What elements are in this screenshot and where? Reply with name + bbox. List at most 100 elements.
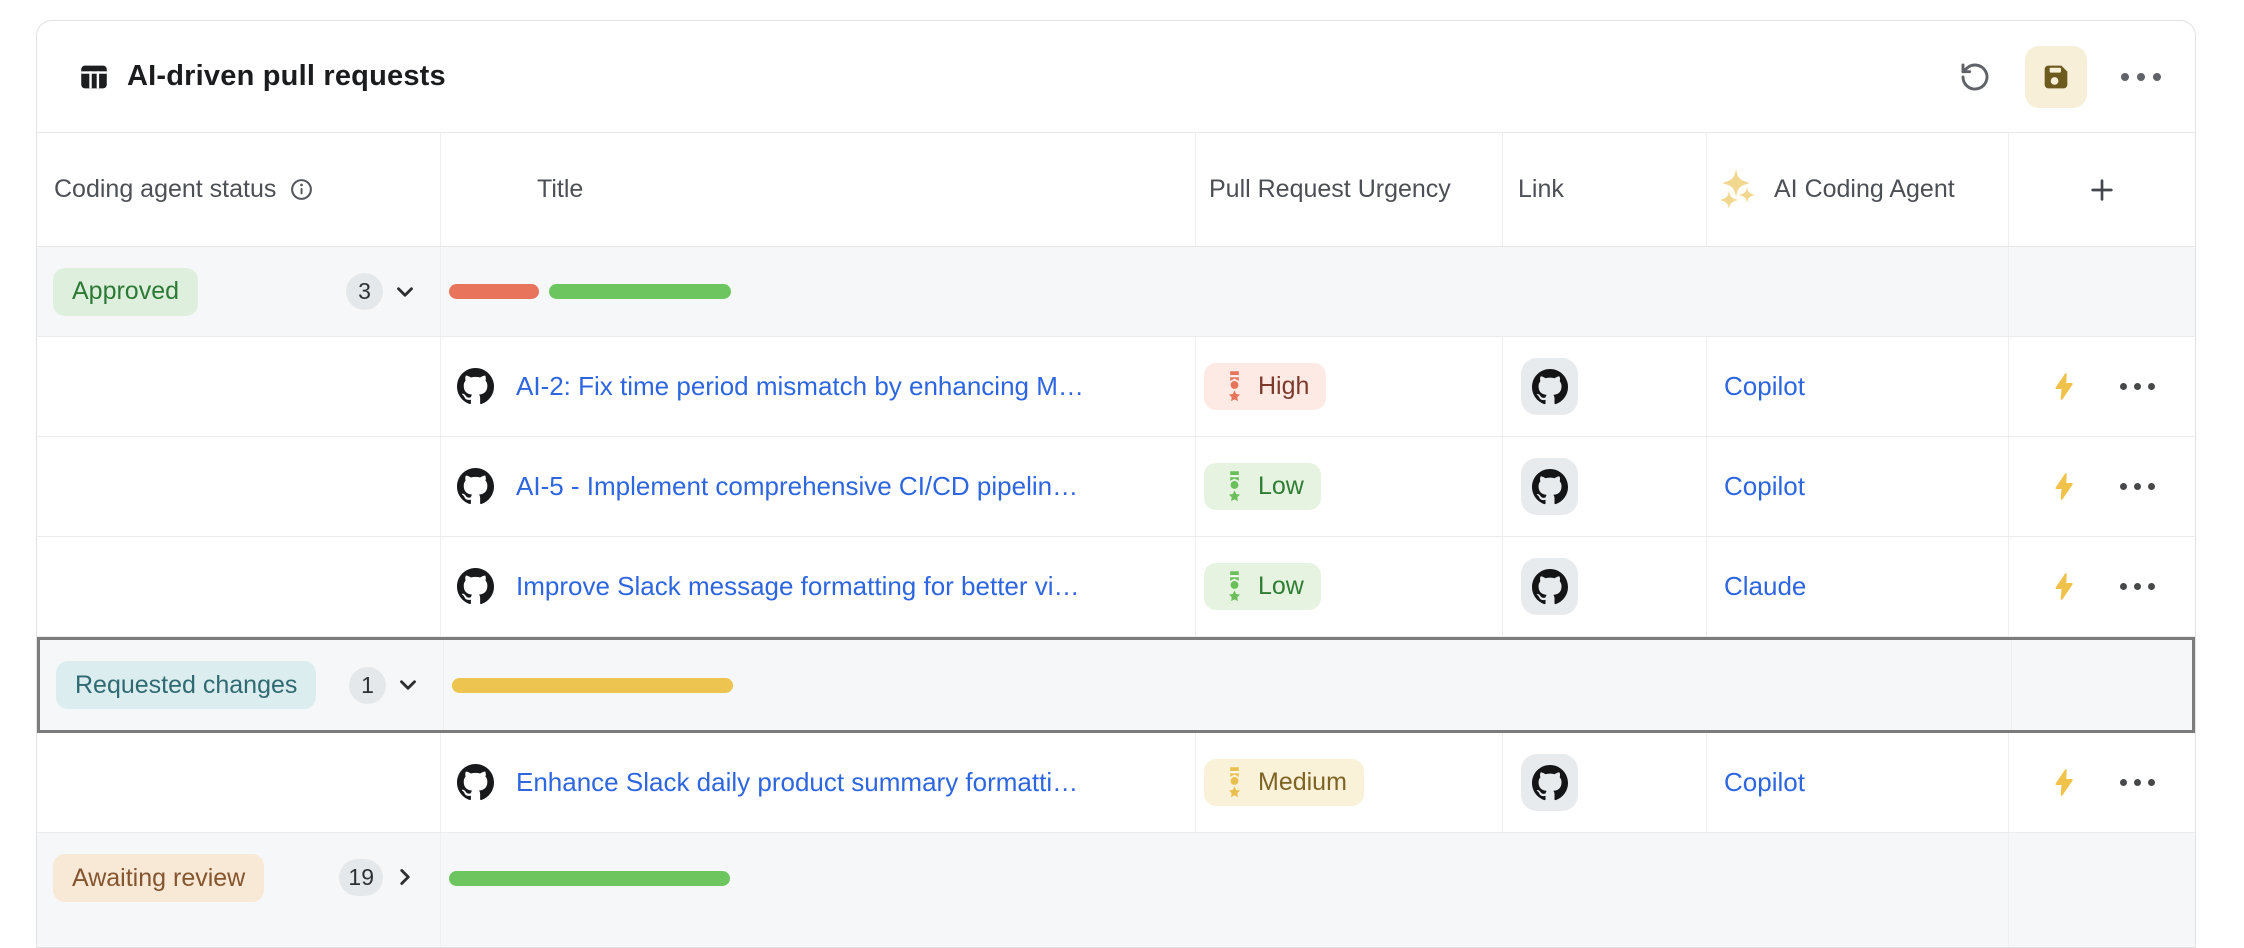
title-cell: Enhance Slack daily product summary form… [441,733,1196,832]
github-link-button[interactable] [1521,358,1578,415]
agent-link[interactable]: Copilot [1724,767,1805,797]
column-header-coding-agent-status[interactable]: Coding agent status [37,133,441,246]
column-header-pull-request-urgency[interactable]: Pull Request Urgency [1196,133,1503,246]
add-column-button[interactable] [2080,168,2124,212]
undo-icon [1959,61,1991,93]
agent-link[interactable]: Claude [1724,571,1807,601]
github-icon [457,764,494,801]
status-cell [37,537,441,636]
table-row[interactable]: AI-2: Fix time period mismatch by enhanc… [37,337,2195,437]
lightning-icon[interactable] [2049,371,2080,402]
group-row-requested-changes[interactable]: Requested changes 1 [37,637,2195,733]
row-menu-button[interactable] [2120,779,2155,786]
group-header-cell: Approved 3 [37,247,441,336]
status-chip: Requested changes [56,661,317,709]
urgency-cell: Medium [1196,733,1503,832]
urgency-cell: Low [1196,437,1503,536]
chevron-right-icon[interactable] [392,864,418,890]
github-link-button[interactable] [1521,558,1578,615]
status-chip: Approved [53,267,199,316]
pr-title-link[interactable]: AI-5 - Implement comprehensive CI/CD pip… [516,471,1079,501]
status-cell [37,437,441,536]
save-icon [2039,60,2073,94]
pr-title-link[interactable]: AI-2: Fix time period mismatch by enhanc… [516,371,1084,401]
row-actions-cell [2009,337,2195,436]
more-options-button[interactable] [2113,65,2169,89]
agent-link[interactable]: Copilot [1724,371,1805,401]
link-cell [1503,437,1707,536]
status-chip: Awaiting review [53,854,265,902]
github-icon [1532,369,1568,405]
agent-link[interactable]: Copilot [1724,471,1805,501]
title-cell: AI-2: Fix time period mismatch by enhanc… [441,337,1196,436]
table-icon [77,60,111,94]
title-bar: AI-driven pull requests [37,21,2195,133]
group-empty-cell [2009,833,2195,947]
link-cell [1503,337,1707,436]
title-cell: Improve Slack message formatting for bet… [441,537,1196,636]
status-cell [37,337,441,436]
group-row-approved[interactable]: Approved 3 [37,247,2195,337]
urgency-badge[interactable]: High [1204,363,1327,410]
github-icon [457,468,494,505]
link-cell [1503,733,1707,832]
row-menu-button[interactable] [2120,383,2155,390]
table-row[interactable]: AI-5 - Implement comprehensive CI/CD pip… [37,437,2195,537]
github-link-button[interactable] [1521,458,1578,515]
agent-cell: Copilot [1707,337,2009,436]
undo-button[interactable] [1951,53,1999,101]
info-icon[interactable] [289,177,314,202]
urgency-badge[interactable]: Medium [1204,759,1364,806]
group-summary-cell [441,247,2009,336]
group-count-badge: 19 [339,859,383,896]
row-menu-button[interactable] [2120,583,2155,590]
urgency-badge[interactable]: Low [1204,463,1321,510]
urgency-summary-bar-medium [452,677,733,693]
column-header-row: Coding agent status Title Pull Request U… [37,133,2195,247]
pr-title-link[interactable]: Enhance Slack daily product summary form… [516,767,1079,797]
group-header-cell: Awaiting review 19 [37,833,441,947]
title-bar-actions [1951,45,2169,108]
medal-icon [1221,766,1248,799]
medal-icon [1221,470,1248,503]
urgency-cell: Low [1196,537,1503,636]
urgency-summary-bar-high [449,284,539,299]
github-link-button[interactable] [1521,754,1578,811]
column-header-title[interactable]: Title [441,133,1196,246]
add-column-cell [2009,133,2195,246]
table-row[interactable]: Improve Slack message formatting for bet… [37,537,2195,637]
save-button[interactable] [2025,45,2087,108]
github-icon [1532,469,1568,505]
status-cell [37,733,441,832]
column-header-link[interactable]: Link [1503,133,1707,246]
github-icon [457,568,494,605]
github-icon [1532,765,1568,801]
urgency-summary-bar-low [449,871,730,886]
lightning-icon[interactable] [2049,767,2080,798]
group-count-badge: 3 [346,273,383,310]
link-cell [1503,537,1707,636]
agent-cell: Copilot [1707,437,2009,536]
table-row[interactable]: Enhance Slack daily product summary form… [37,733,2195,833]
title-cell: AI-5 - Implement comprehensive CI/CD pip… [441,437,1196,536]
urgency-summary-bar-low [549,284,731,299]
urgency-badge[interactable]: Low [1204,563,1321,610]
row-menu-button[interactable] [2120,483,2155,490]
group-header-cell: Requested changes 1 [40,640,444,730]
column-header-ai-coding-agent[interactable]: AI Coding Agent [1707,133,2009,246]
group-summary-cell [441,833,2009,947]
github-icon [457,368,494,405]
lightning-icon[interactable] [2049,571,2080,602]
plus-icon [2086,174,2118,206]
pr-title-link[interactable]: Improve Slack message formatting for bet… [516,571,1080,601]
group-summary-cell [444,640,2012,730]
chevron-down-icon[interactable] [392,279,418,305]
lightning-icon[interactable] [2049,471,2080,502]
agent-cell: Claude [1707,537,2009,636]
row-actions-cell [2009,437,2195,536]
group-row-awaiting-review[interactable]: Awaiting review 19 [37,833,2195,947]
medal-icon [1221,370,1248,403]
chevron-down-icon[interactable] [395,672,421,698]
github-icon [1532,569,1568,605]
row-actions-cell [2009,537,2195,636]
